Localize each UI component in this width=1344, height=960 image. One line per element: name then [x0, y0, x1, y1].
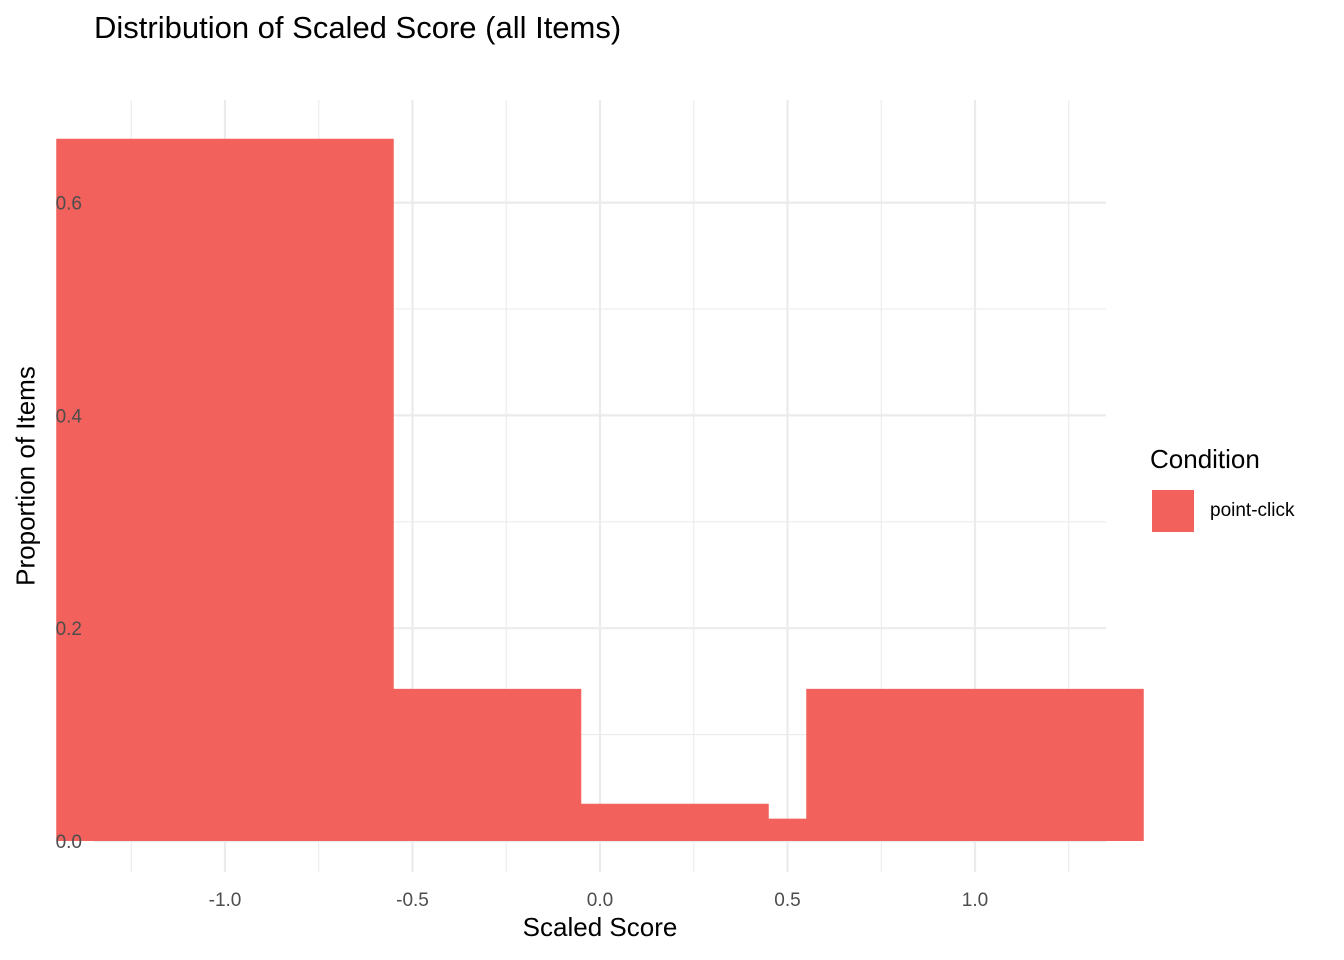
x-axis-ticks: -1.0 -0.5 0.0 0.5 1.0 — [209, 890, 989, 911]
chart-title: Distribution of Scaled Score (all Items) — [94, 10, 622, 45]
y-axis-label: Proportion of Items — [10, 366, 41, 586]
y-tick-label: 0.4 — [56, 406, 83, 427]
x-tick-label: -1.0 — [209, 890, 242, 911]
y-tick-label: 0.0 — [56, 832, 82, 853]
bars — [56, 138, 1144, 841]
legend-title: Condition — [1150, 444, 1260, 474]
x-tick-label: -0.5 — [396, 890, 429, 911]
x-tick-label: 0.0 — [587, 890, 613, 911]
legend-label: point-click — [1210, 500, 1295, 521]
y-tick-label: 0.6 — [56, 194, 82, 215]
y-tick-label: 0.2 — [56, 619, 82, 640]
y-axis-ticks: 0.0 0.2 0.4 0.6 — [56, 194, 83, 853]
x-tick-label: 1.0 — [962, 890, 988, 911]
x-axis-label: Scaled Score — [522, 912, 678, 942]
x-tick-label: 0.5 — [774, 890, 800, 911]
bar — [806, 688, 1144, 841]
legend-key-swatch — [1152, 490, 1194, 532]
